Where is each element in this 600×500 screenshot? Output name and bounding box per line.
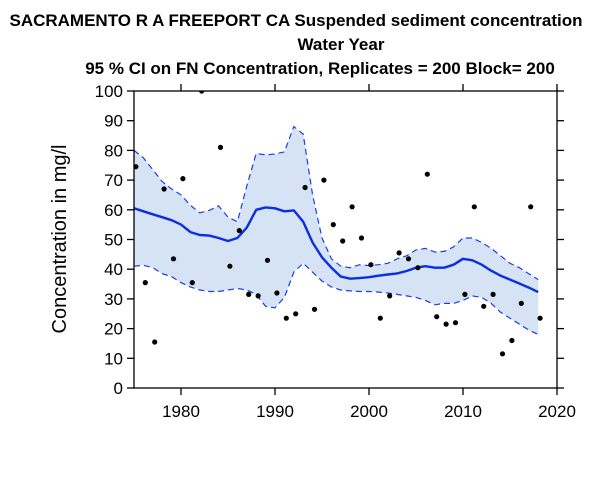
observation-point bbox=[499, 351, 506, 357]
observation-point bbox=[321, 177, 327, 183]
observation-point bbox=[509, 337, 515, 344]
observation-point bbox=[236, 228, 242, 234]
x-tick-label: 2010 bbox=[444, 402, 482, 421]
observation-point bbox=[217, 144, 224, 150]
observation-point bbox=[189, 280, 195, 286]
chart-title-line-2: Water Year bbox=[298, 35, 385, 54]
y-tick-label: 40 bbox=[104, 260, 123, 279]
y-tick-label: 60 bbox=[104, 201, 123, 220]
observation-point bbox=[443, 321, 449, 327]
observation-point bbox=[311, 306, 318, 312]
x-tick-label: 2000 bbox=[350, 402, 388, 421]
observation-point bbox=[358, 235, 365, 241]
axes: 0 10 20 30 40 50 60 70 80 90 100 1980 1990 2000 2010 20… bbox=[95, 82, 576, 421]
observation-point bbox=[302, 184, 308, 191]
observation-point bbox=[227, 263, 233, 269]
observation-point bbox=[368, 262, 374, 268]
observation-point bbox=[490, 291, 496, 297]
y-tick-label: 20 bbox=[104, 320, 123, 339]
y-tick-label: 90 bbox=[104, 112, 123, 131]
observation-point bbox=[134, 164, 139, 170]
observation-point bbox=[537, 315, 543, 321]
observation-point bbox=[180, 176, 186, 182]
observation-point bbox=[330, 222, 336, 228]
observation-point bbox=[264, 257, 271, 263]
fn-concentration-line bbox=[134, 206, 539, 294]
observation-point bbox=[481, 303, 487, 309]
chart-title-line-1: SACRAMENTO R A FREEPORT CA Suspended sed… bbox=[9, 11, 582, 30]
y-tick-label: 80 bbox=[104, 141, 123, 160]
y-tick-label: 30 bbox=[104, 290, 123, 309]
observation-point bbox=[170, 256, 177, 262]
observation-point bbox=[349, 204, 355, 210]
observation-point bbox=[274, 290, 280, 296]
observation-point bbox=[387, 293, 393, 299]
x-tick-label: 1990 bbox=[256, 402, 294, 421]
title-block: SACRAMENTO R A FREEPORT CA Suspended sed… bbox=[9, 11, 582, 78]
y-axis-label: Concentration in mg/l bbox=[49, 145, 71, 334]
observation-point bbox=[255, 293, 261, 299]
ci-band bbox=[134, 126, 539, 335]
observation-point bbox=[434, 314, 440, 320]
observation-point bbox=[293, 311, 299, 317]
plot-content bbox=[134, 91, 543, 357]
lower-ci-line bbox=[134, 262, 539, 336]
observation-point bbox=[396, 250, 402, 256]
observation-point bbox=[462, 291, 468, 297]
observation-point bbox=[142, 280, 148, 286]
y-tick-label: 10 bbox=[104, 349, 123, 368]
observation-point bbox=[528, 204, 534, 210]
observation-point bbox=[405, 256, 412, 262]
observation-point bbox=[152, 339, 158, 345]
observation-point bbox=[415, 265, 421, 271]
y-tick-label: 50 bbox=[104, 231, 123, 250]
observation-point bbox=[377, 315, 383, 321]
observation-point bbox=[340, 238, 346, 244]
observation-point bbox=[518, 300, 524, 306]
observation-point bbox=[471, 204, 477, 210]
x-tick-label: 1980 bbox=[162, 402, 200, 421]
observation-point bbox=[161, 186, 167, 192]
chart-title-line-3: 95 % CI on FN Concentration, Replicates … bbox=[85, 59, 555, 78]
upper-ci-line bbox=[134, 125, 539, 281]
x-tick-label: 2020 bbox=[538, 402, 576, 421]
observation-point bbox=[424, 171, 430, 177]
observation-point bbox=[452, 320, 459, 326]
y-tick-label: 70 bbox=[104, 171, 123, 190]
observation-point bbox=[283, 315, 289, 321]
observation-point bbox=[246, 291, 252, 297]
y-tick-label: 0 bbox=[114, 379, 123, 398]
y-tick-label: 100 bbox=[95, 82, 123, 101]
